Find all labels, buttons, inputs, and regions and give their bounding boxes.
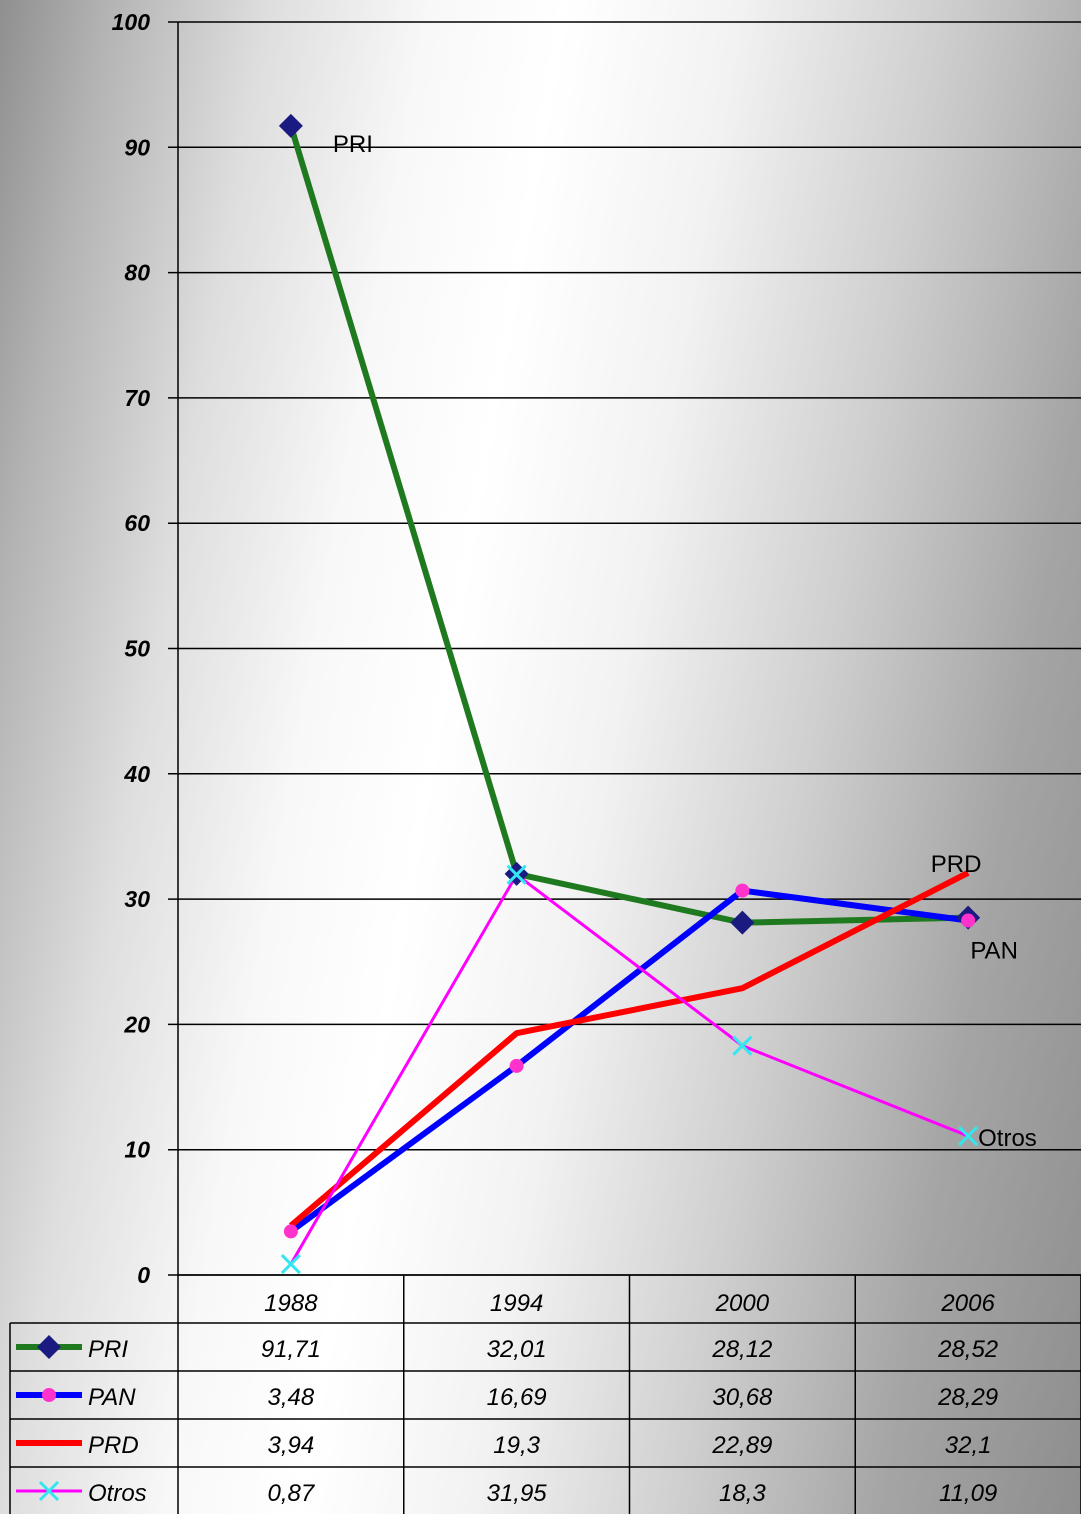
series-end-label-pan: PAN bbox=[970, 938, 1018, 965]
table-header-1994: 1994 bbox=[490, 1290, 543, 1317]
table-cell-otros-1988: 0,87 bbox=[268, 1480, 316, 1507]
data-point-pan-2000 bbox=[735, 883, 750, 898]
data-point-pan-2006 bbox=[961, 913, 976, 928]
legend-key-marker-otros-stroke-b bbox=[38, 1480, 60, 1502]
data-table: 1988 1994 2000 2006 PRI 91,71 32,01 28,12 28,52 P… bbox=[9, 1274, 1081, 1514]
y-tick-label-20: 20 bbox=[123, 1011, 150, 1037]
table-cell-pri-1988: 91,71 bbox=[261, 1336, 321, 1363]
table-cell-otros-2006: 11,09 bbox=[939, 1480, 997, 1507]
data-point-otros-2000-stroke-b bbox=[732, 1035, 753, 1056]
series-end-label-pri: PRI bbox=[333, 131, 373, 158]
data-point-pri-1988 bbox=[278, 113, 303, 138]
table-cell-pan-1994: 16,69 bbox=[487, 1384, 547, 1411]
table-cell-prd-1988: 3,94 bbox=[268, 1432, 315, 1459]
table-cell-pan-2006: 28,29 bbox=[937, 1384, 998, 1411]
y-tick-label-30: 30 bbox=[124, 886, 150, 912]
table-cell-prd-2006: 32,1 bbox=[945, 1432, 992, 1459]
legend-label-pri: PRI bbox=[88, 1336, 128, 1363]
table-cell-prd-1994: 19,3 bbox=[493, 1432, 540, 1459]
legend-label-otros: Otros bbox=[88, 1480, 147, 1507]
y-tick-label-80: 80 bbox=[124, 260, 150, 286]
y-tick-label-90: 90 bbox=[124, 134, 150, 160]
table-header-2006: 2006 bbox=[940, 1290, 995, 1317]
table-cell-pri-2000: 28,12 bbox=[711, 1336, 772, 1363]
data-point-otros-2006 bbox=[958, 1125, 979, 1147]
table-cell-prd-2000: 22,89 bbox=[711, 1432, 772, 1459]
data-point-pan-1994 bbox=[509, 1058, 524, 1073]
series-lines bbox=[278, 113, 981, 1275]
table-cell-otros-2000: 18,3 bbox=[719, 1480, 766, 1507]
y-tick-label-70: 70 bbox=[124, 385, 150, 411]
table-cell-pan-2000: 30,68 bbox=[712, 1384, 773, 1411]
data-point-otros-2006-stroke-b bbox=[958, 1125, 979, 1147]
series-line-otros bbox=[289, 873, 969, 1265]
series-end-label-otros: Otros bbox=[978, 1125, 1037, 1152]
y-tick-label-60: 60 bbox=[124, 510, 150, 536]
data-point-pan-1988 bbox=[283, 1224, 298, 1239]
series-end-label-prd: PRD bbox=[931, 851, 982, 878]
data-point-pri-2000 bbox=[730, 910, 755, 935]
legend-label-pan: PAN bbox=[88, 1384, 136, 1411]
y-tick-label-50: 50 bbox=[124, 636, 150, 662]
legend-key-marker-otros bbox=[38, 1480, 60, 1502]
legend-label-prd: PRD bbox=[88, 1432, 139, 1459]
legend-key-marker-pri bbox=[37, 1335, 61, 1359]
gridlines bbox=[168, 21, 1081, 1276]
table-header-1988: 1988 bbox=[264, 1290, 318, 1317]
series-line-pri bbox=[288, 125, 969, 926]
data-labels: PRI PAN PRD Otros bbox=[333, 131, 1037, 1152]
table-header-2000: 2000 bbox=[715, 1290, 770, 1317]
y-tick-label-0: 0 bbox=[137, 1262, 150, 1288]
series-line-pan bbox=[289, 887, 969, 1234]
data-point-otros-1988-stroke-b bbox=[280, 1254, 301, 1275]
data-point-otros-1994-stroke-b bbox=[506, 864, 527, 885]
table-cell-pri-1994: 32,01 bbox=[487, 1336, 547, 1363]
table-cell-pri-2006: 28,52 bbox=[937, 1336, 998, 1363]
y-tick-label-100: 100 bbox=[112, 9, 151, 35]
y-tick-label-40: 40 bbox=[123, 761, 150, 787]
legend-key-marker-pan bbox=[42, 1388, 56, 1402]
y-axis-ticks: 0 10 20 30 40 50 60 70 80 90 100 bbox=[112, 9, 151, 1288]
y-tick-label-10: 10 bbox=[124, 1137, 150, 1163]
table-cell-pan-1988: 3,48 bbox=[268, 1384, 315, 1411]
data-point-otros-1994 bbox=[506, 864, 527, 885]
table-cell-otros-1994: 31,95 bbox=[487, 1480, 548, 1507]
data-point-otros-2000 bbox=[732, 1035, 753, 1056]
series-line-prd bbox=[288, 870, 970, 1228]
data-point-otros-1988 bbox=[280, 1254, 301, 1275]
